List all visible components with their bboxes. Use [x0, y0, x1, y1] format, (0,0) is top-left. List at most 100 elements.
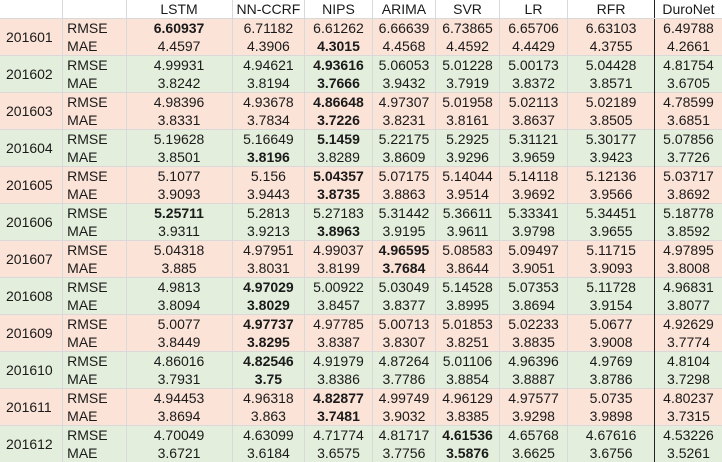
metric-label: RMSE	[63, 315, 126, 334]
value-cell: 3.9051	[499, 259, 567, 278]
value-cell: 5.0677	[568, 315, 655, 334]
metric-label: RMSE	[63, 130, 126, 149]
value-cell: 3.8194	[232, 74, 305, 93]
value-cell: 4.94621	[232, 56, 305, 75]
period-cell: 201603	[0, 93, 63, 130]
value-cell: 3.8694	[499, 296, 567, 315]
value-cell: 5.02189	[568, 93, 655, 112]
value-cell: 4.4597	[126, 37, 232, 56]
metric-label: RMSE	[63, 56, 126, 75]
value-cell: 3.8031	[232, 259, 305, 278]
value-cell: 4.81717	[372, 426, 436, 445]
value-cell: 5.00173	[499, 56, 567, 75]
value-cell: 5.34451	[568, 204, 655, 223]
value-cell: 4.9769	[568, 352, 655, 371]
value-cell: 3.8592	[654, 222, 722, 241]
value-cell: 3.8295	[232, 333, 305, 352]
value-cell: 5.27183	[305, 204, 372, 223]
value-cell: 5.25711	[126, 204, 232, 223]
value-cell: 4.96595	[372, 241, 436, 260]
value-cell: 3.8963	[305, 222, 372, 241]
header-metric	[63, 0, 126, 19]
value-cell: 5.04357	[305, 167, 372, 186]
value-cell: 3.5876	[436, 444, 500, 462]
value-cell: 3.8385	[436, 407, 500, 426]
value-cell: 3.8372	[499, 74, 567, 93]
value-cell: 5.01228	[436, 56, 500, 75]
value-cell: 3.8644	[436, 259, 500, 278]
value-cell: 3.8331	[126, 111, 232, 130]
value-cell: 5.2925	[436, 130, 500, 149]
value-cell: 5.19628	[126, 130, 232, 149]
value-cell: 3.7834	[232, 111, 305, 130]
value-cell: 6.63103	[568, 19, 655, 38]
value-cell: 5.12136	[568, 167, 655, 186]
value-cell: 5.14044	[436, 167, 500, 186]
value-cell: 3.6756	[568, 444, 655, 462]
metric-label: MAE	[63, 370, 126, 389]
value-cell: 4.97307	[372, 93, 436, 112]
value-cell: 4.4429	[499, 37, 567, 56]
value-cell: 4.81754	[654, 56, 722, 75]
header-nips: NIPS	[305, 0, 372, 19]
value-cell: 5.00922	[305, 278, 372, 297]
value-cell: 3.8196	[232, 148, 305, 167]
value-cell: 3.9443	[232, 185, 305, 204]
value-cell: 6.71182	[232, 19, 305, 38]
metric-label: MAE	[63, 444, 126, 462]
value-cell: 5.06053	[372, 56, 436, 75]
value-cell: 3.9008	[568, 333, 655, 352]
value-cell: 3.8029	[232, 296, 305, 315]
value-cell: 5.02113	[499, 93, 567, 112]
value-cell: 4.4592	[436, 37, 500, 56]
value-cell: 4.99749	[372, 389, 436, 408]
value-cell: 5.36611	[436, 204, 500, 223]
value-cell: 4.97785	[305, 315, 372, 334]
value-cell: 5.1459	[305, 130, 372, 149]
value-cell: 5.07175	[372, 167, 436, 186]
period-cell: 201605	[0, 167, 63, 204]
value-cell: 3.7666	[305, 74, 372, 93]
metric-label: RMSE	[63, 426, 126, 445]
value-cell: 3.8199	[305, 259, 372, 278]
value-cell: 4.96318	[232, 389, 305, 408]
period-cell: 201606	[0, 204, 63, 241]
value-cell: 3.7756	[372, 444, 436, 462]
value-cell: 5.0735	[568, 389, 655, 408]
value-cell: 3.8995	[436, 296, 500, 315]
value-cell: 4.99037	[305, 241, 372, 260]
value-cell: 5.0077	[126, 315, 232, 334]
value-cell: 3.75	[232, 370, 305, 389]
value-cell: 4.53226	[654, 426, 722, 445]
value-cell: 6.49788	[654, 19, 722, 38]
value-cell: 5.11728	[568, 278, 655, 297]
value-cell: 3.8289	[305, 148, 372, 167]
header-period	[0, 0, 63, 19]
value-cell: 4.8104	[654, 352, 722, 371]
value-cell: 6.60937	[126, 19, 232, 38]
value-cell: 3.9311	[126, 222, 232, 241]
value-cell: 3.8571	[568, 74, 655, 93]
value-cell: 3.9798	[499, 222, 567, 241]
value-cell: 3.8094	[126, 296, 232, 315]
value-cell: 4.4568	[372, 37, 436, 56]
value-cell: 3.9154	[568, 296, 655, 315]
value-cell: 3.8835	[499, 333, 567, 352]
metric-label: MAE	[63, 74, 126, 93]
metric-label: MAE	[63, 259, 126, 278]
value-cell: 4.86648	[305, 93, 372, 112]
value-cell: 3.8231	[372, 111, 436, 130]
value-cell: 3.7726	[654, 148, 722, 167]
value-cell: 4.96396	[499, 352, 567, 371]
value-cell: 5.01853	[436, 315, 500, 334]
value-cell: 4.97577	[499, 389, 567, 408]
value-cell: 5.08583	[436, 241, 500, 260]
value-cell: 5.07856	[654, 130, 722, 149]
value-cell: 3.9093	[126, 185, 232, 204]
